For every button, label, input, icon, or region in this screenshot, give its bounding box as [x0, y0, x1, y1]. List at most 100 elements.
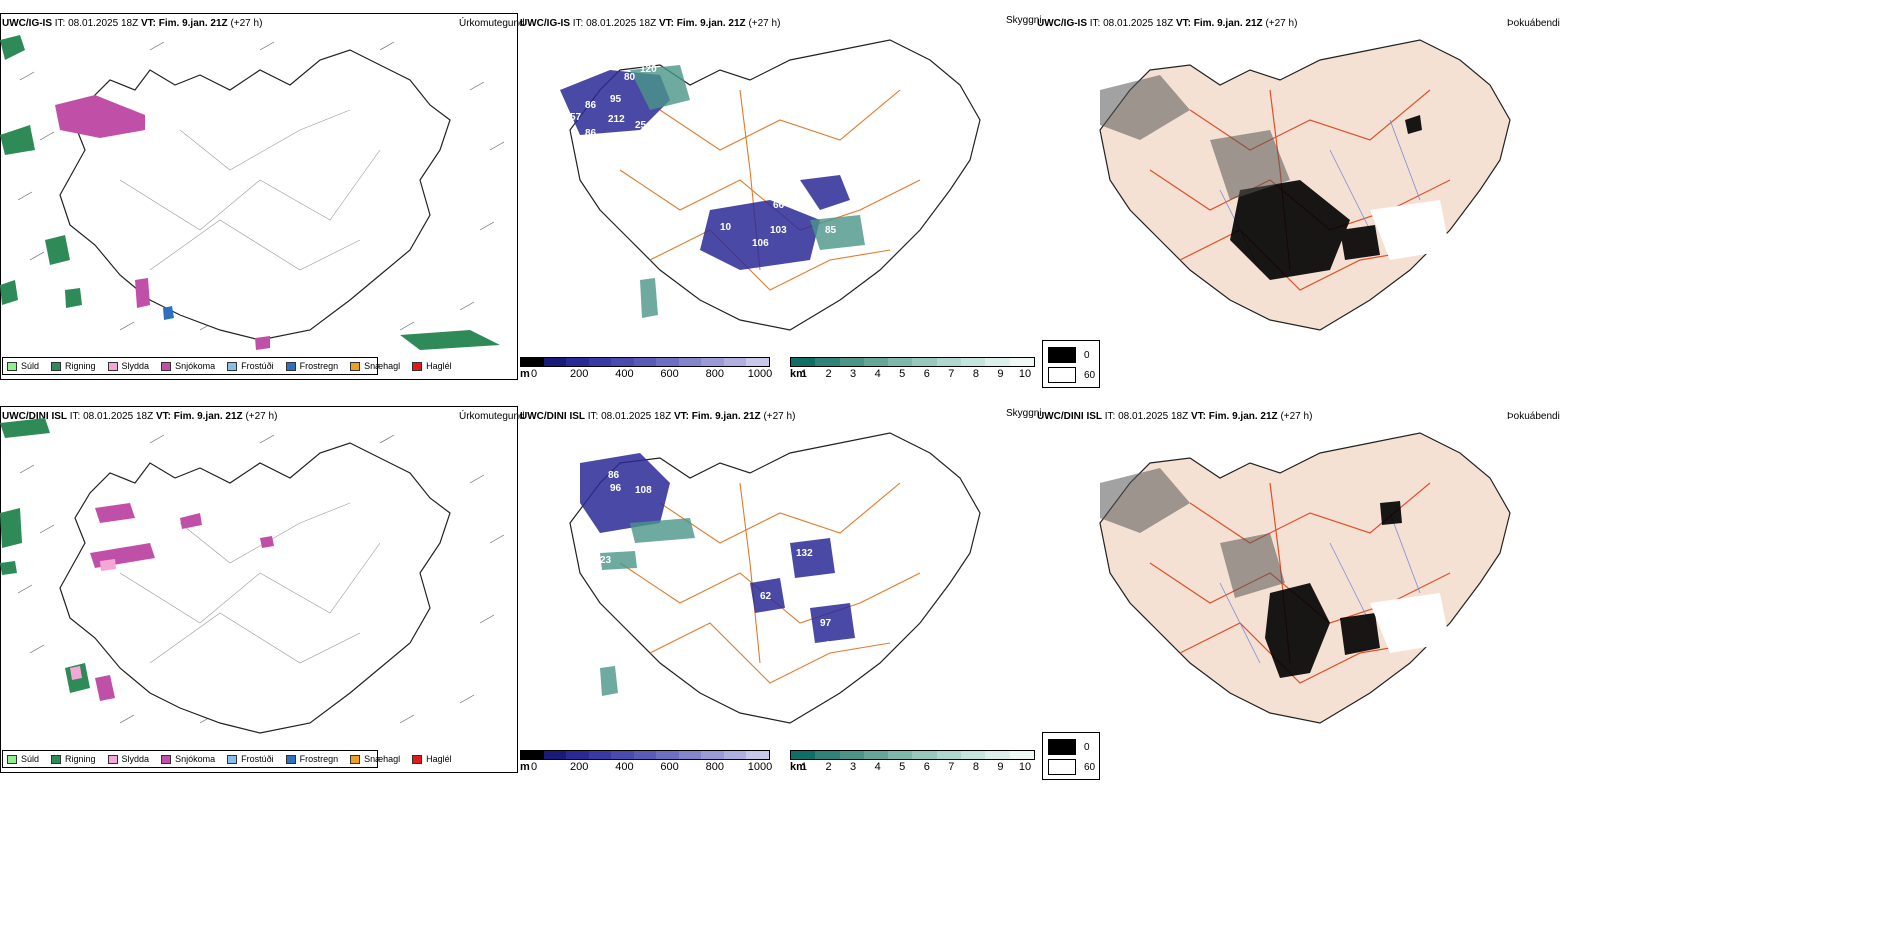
- iceland-outline: [59, 49, 451, 341]
- colorbar-cell: [701, 358, 724, 366]
- colorbar-cell: [985, 358, 1010, 366]
- colorbar-tick: 10: [1018, 761, 1032, 773]
- precip-panel-label-1: Úrkomutegund: [459, 18, 525, 29]
- legend-swatch: [107, 754, 118, 764]
- fog-legend-swatch: [1048, 347, 1076, 363]
- colorbar-tick: 1000: [747, 761, 773, 773]
- colorbar-cell: [1009, 358, 1034, 366]
- colorbar-tick: 0: [530, 761, 538, 773]
- legend-swatch: [412, 754, 423, 764]
- vis-label: 658: [652, 118, 669, 129]
- legend-swatch: [285, 361, 296, 371]
- visibility-labels: 86 96 108 23 132 62 104 97 12 99: [600, 470, 837, 651]
- snow-area: [55, 95, 145, 138]
- visibility-colorbar-ticks: km 1 2 3 4 5 6 7 8 9 10: [790, 760, 1035, 774]
- colorbar-tick: 400: [615, 761, 634, 773]
- iceland-outline: [569, 432, 981, 724]
- colorbar-unit: m: [520, 761, 530, 773]
- legend-item-snaehagl: Snæhagl: [350, 754, 400, 764]
- colorbar-tick: 1000: [747, 368, 773, 380]
- colorbar-cell: [543, 358, 567, 366]
- colorbar-tick: 4: [874, 368, 881, 380]
- ceiling-colorbar-cells: [520, 750, 770, 760]
- vis-label: 108: [635, 485, 652, 496]
- colorbar-tick: 4: [874, 761, 881, 773]
- colorbar-unit: m: [520, 368, 530, 380]
- colorbar-cell: [566, 751, 589, 759]
- fog-panel-title-2: UWC/DINI ISL IT: 08.01.2025 18Z VT: Fim.…: [1037, 411, 1313, 422]
- visibility-labels: 80 95 86 57 212 86 25 658 120 39 66 10 1…: [570, 64, 837, 323]
- ceiling-colorbar-2: m 0 200 400 600 800 1000: [520, 750, 773, 774]
- colorbar-cell: [656, 751, 679, 759]
- colorbar-tick: 7: [948, 368, 955, 380]
- low-visibility-area: [630, 65, 865, 318]
- colorbar-cell: [521, 751, 544, 759]
- colorbar-cell: [746, 751, 770, 759]
- legend-item-frostudi: Frostúði: [227, 361, 274, 371]
- vis-label: 39: [620, 192, 632, 203]
- ceiling-colorbar-ticks: m 0 200 400 600 800 1000: [520, 760, 773, 774]
- vis-label: 66: [773, 200, 785, 211]
- precip-map-2: [0, 418, 505, 734]
- colorbar-tick: 0: [530, 368, 538, 380]
- colorbar-tick: 10: [1018, 368, 1032, 380]
- wind-barbs: [17, 41, 505, 331]
- fog-clear-area: [1370, 593, 1450, 653]
- colorbar-cell: [912, 751, 937, 759]
- colorbar-tick: 600: [660, 368, 679, 380]
- colorbar-tick: 200: [570, 368, 589, 380]
- vis-label: 104: [808, 598, 825, 609]
- cloud-map-2: 86 96 108 23 132 62 104 97 12 99: [569, 432, 981, 724]
- colorbar-tick: 400: [615, 368, 634, 380]
- fog-panel-label-1: Þokuábendi: [1507, 18, 1560, 29]
- vis-label: 96: [610, 483, 622, 494]
- visibility-colorbar-cells: [790, 750, 1035, 760]
- precip-legend-1: Súld Rigning Slydda Snjókoma Frostúði Fr…: [2, 357, 452, 375]
- colorbar-tick: 9: [997, 761, 1004, 773]
- colorbar-cell: [936, 751, 962, 759]
- colorbar-unit: km: [790, 368, 806, 380]
- colorbar-tick: 600: [660, 761, 679, 773]
- colorbar-tick: 200: [570, 761, 589, 773]
- legend-swatch: [161, 361, 172, 371]
- low-visibility-area: [600, 518, 695, 696]
- vis-label: 80: [624, 72, 636, 83]
- colorbar-cell: [701, 751, 724, 759]
- visibility-colorbar-2: km 1 2 3 4 5 6 7 8 9 10: [790, 750, 1035, 774]
- colorbar-cell: [611, 358, 634, 366]
- legend-swatch: [285, 754, 296, 764]
- vis-label: 10: [720, 222, 732, 233]
- vis-label: 86: [608, 470, 620, 481]
- visibility-colorbar-cells: [790, 357, 1035, 367]
- colorbar-cell: [521, 358, 544, 366]
- fog-dense-area: [1230, 115, 1422, 280]
- cloud-panel-label-1: Skyggni: [1006, 15, 1042, 26]
- colorbar-cell: [888, 358, 913, 366]
- vis-label: 86: [585, 100, 597, 111]
- ceiling-colorbar-1: m 0 200 400 600 800 1000: [520, 357, 773, 381]
- colorbar-tick: 2: [825, 761, 832, 773]
- colorbar-tick: 1: [800, 368, 808, 380]
- vis-label: 12: [825, 640, 837, 651]
- snow-area-south: [135, 278, 270, 350]
- legend-swatch: [51, 361, 62, 371]
- colorbar-cell: [791, 751, 816, 759]
- vis-label: 85: [825, 225, 837, 236]
- vis-label: 37: [750, 312, 762, 323]
- cloud-panel-title-2: UWC/DINI ISL IT: 08.01.2025 18Z VT: Fim.…: [520, 411, 796, 422]
- colorbar-cell: [961, 358, 986, 366]
- colorbar-tick: 8: [972, 368, 979, 380]
- fog-legend-swatch: [1048, 759, 1076, 775]
- visibility-colorbar-1: km 1 2 3 4 5 6 7 8 9 10: [790, 357, 1035, 381]
- colorbar-tick: 2: [825, 368, 832, 380]
- fog-legend-swatch: [1048, 367, 1076, 383]
- fog-moderate-area: [1100, 468, 1285, 598]
- legend-item-haglel: Haglél: [412, 361, 452, 371]
- colorbar-tick: 8: [972, 761, 979, 773]
- colorbar-cell: [815, 751, 840, 759]
- colorbar-cell: [839, 358, 864, 366]
- precip-legend-2: Súld Rigning Slydda Snjókoma Frostúði Fr…: [2, 750, 452, 768]
- vis-label: 23: [600, 555, 612, 566]
- legend-item-sudl: Súld: [7, 754, 39, 764]
- colorbar-cell: [961, 751, 986, 759]
